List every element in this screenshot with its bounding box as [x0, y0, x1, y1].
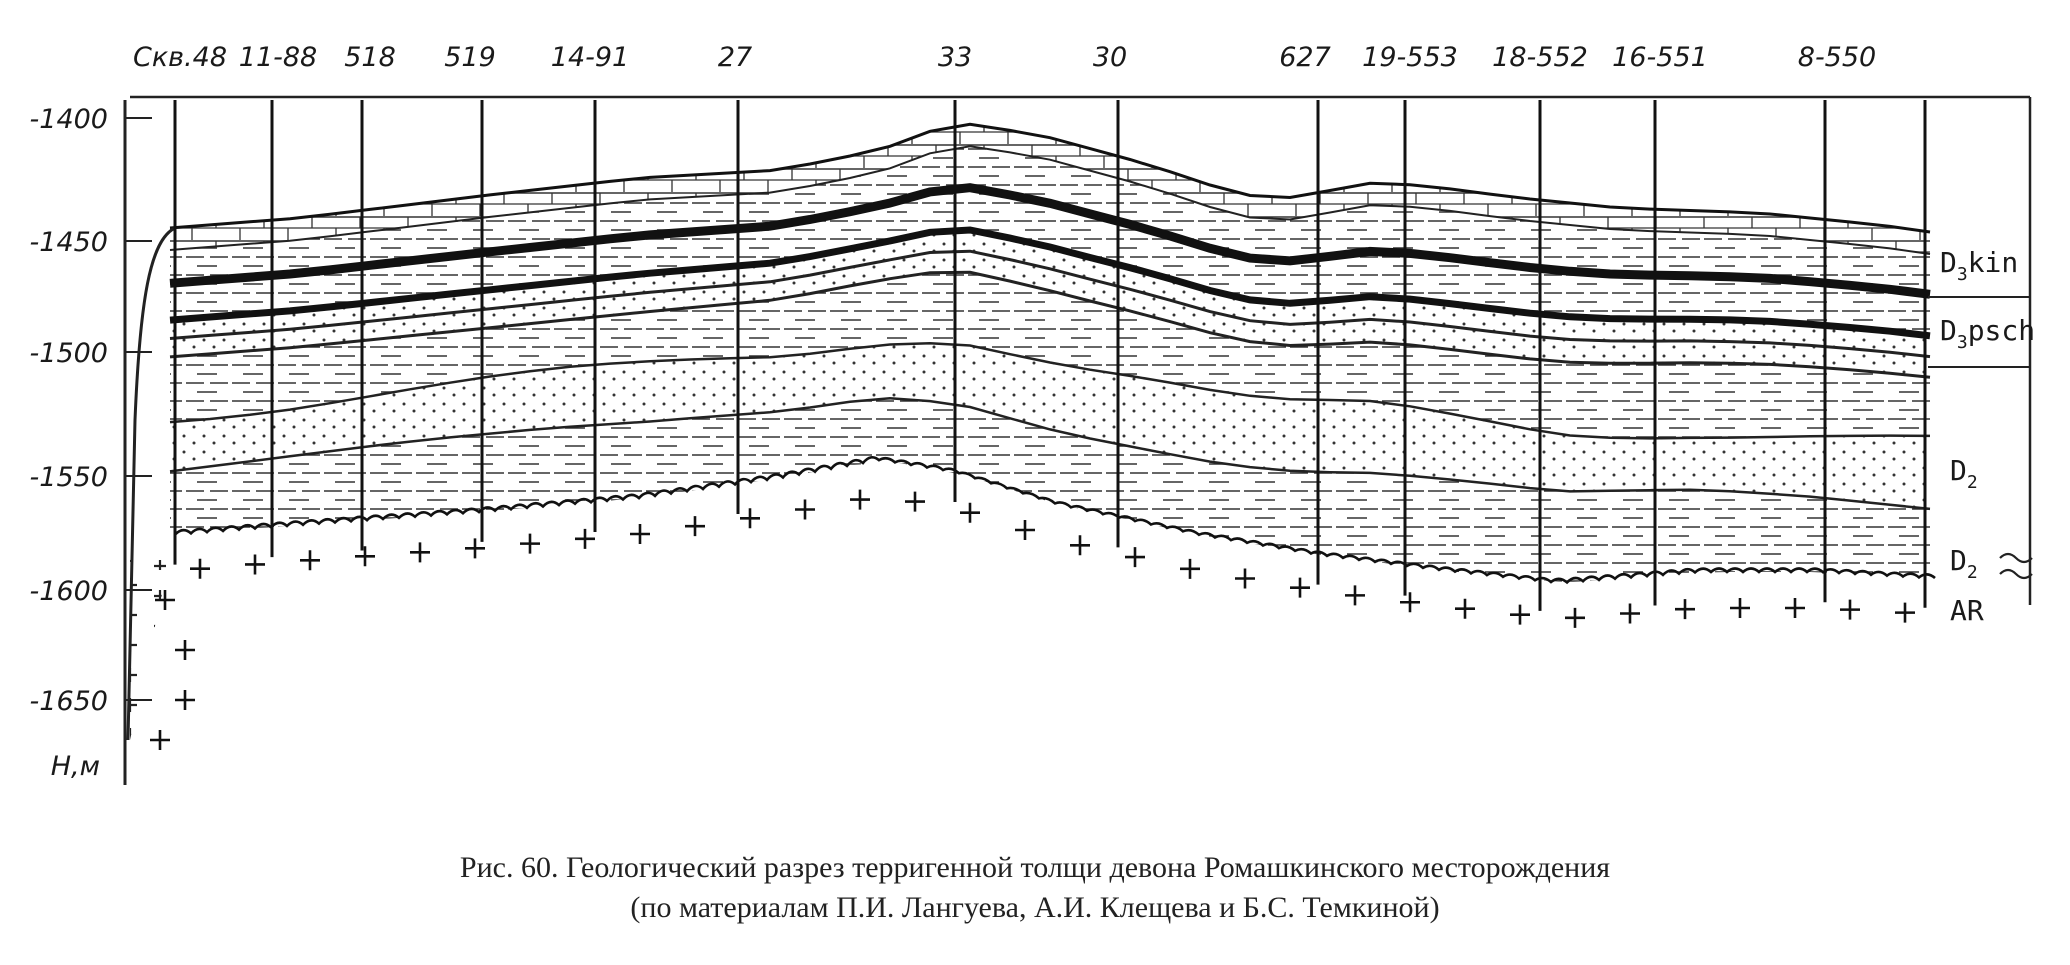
well-label: 519 — [444, 42, 496, 73]
basement-cross — [1345, 585, 1365, 606]
well-label: 19-553 — [1362, 42, 1458, 73]
depth-label: -1500 — [30, 338, 108, 369]
well-label: 16-551 — [1612, 42, 1708, 73]
basement-cross — [1290, 577, 1310, 598]
well-label: 33 — [938, 42, 972, 73]
depth-label: -1450 — [30, 227, 108, 258]
basement-cross — [1620, 603, 1640, 624]
caption-line-1: Рис. 60. Геологический разрез терригенно… — [459, 851, 1611, 884]
layer-boundary — [169, 342, 1931, 440]
basement-cross — [575, 528, 595, 549]
shale-layer — [170, 272, 1930, 439]
basement-cross — [960, 502, 980, 523]
basement-cross — [1125, 547, 1145, 568]
basement-cross — [1675, 599, 1695, 620]
layer-boundary — [169, 270, 1931, 379]
well-label: 8-550 — [1798, 42, 1876, 73]
basement-cross — [150, 730, 170, 750]
basement-cross — [1895, 602, 1915, 623]
shale-layer — [170, 146, 1930, 295]
basement-cross — [1235, 568, 1255, 589]
basement-cross — [1565, 607, 1585, 628]
basement-cross — [465, 538, 485, 559]
basement-cross — [520, 533, 540, 554]
basement-cross — [685, 516, 705, 537]
well-label: 11-88 — [239, 42, 317, 73]
basement-cross — [740, 508, 760, 529]
basement-cross — [175, 640, 195, 660]
well-label: 627 — [1279, 42, 1331, 73]
shale-layer — [170, 398, 1930, 583]
well-label: 518 — [344, 42, 396, 73]
basement-left-flank — [130, 534, 175, 740]
limestone-layer — [170, 124, 1930, 254]
sandstone-layer — [170, 230, 1930, 378]
basement-cross — [175, 690, 195, 710]
coal-seam — [169, 226, 1931, 340]
basement-cross — [155, 590, 175, 610]
basement-cross — [1070, 535, 1090, 556]
basement-cross — [245, 554, 265, 575]
strata-layers — [126, 122, 1931, 750]
basement-cross — [1785, 598, 1805, 618]
well-label: 14-91 — [551, 42, 629, 73]
basement-cross — [1400, 592, 1420, 613]
basement-cross — [1180, 558, 1200, 579]
svg-text:D2: D2 — [1950, 454, 1978, 493]
well-lines — [173, 100, 1927, 611]
unconformity-lines — [174, 456, 1936, 585]
shale-layer — [170, 187, 1930, 336]
basement-cross — [1840, 599, 1860, 620]
well-label: 27 — [718, 42, 752, 73]
well-label: 30 — [1093, 42, 1127, 73]
figure-caption: Рис. 60. Геологический разрез терригенно… — [0, 848, 2070, 928]
well-label: Скв.48 — [133, 42, 227, 73]
basement-cross — [190, 558, 210, 579]
basement-cross — [300, 550, 320, 571]
basement-cross — [905, 491, 925, 512]
basement-cross — [1455, 598, 1475, 619]
unconformity-wave — [174, 456, 1936, 585]
sandstone-layer — [170, 343, 1930, 509]
flank-curve — [126, 226, 176, 741]
basement-cross — [1730, 598, 1750, 618]
svg-text:D3psch: D3psch — [1940, 314, 2035, 353]
basement-cross — [795, 499, 815, 520]
basement-cross — [630, 524, 650, 544]
layer-boundary — [169, 145, 1931, 255]
svg-text:D2: D2 — [1950, 544, 1978, 583]
depth-label: -1600 — [30, 576, 108, 607]
depth-label: -1550 — [30, 462, 108, 493]
svg-text:AR: AR — [1950, 594, 1984, 627]
layer-boundary — [169, 396, 1931, 511]
strat-label-ar: AR — [1950, 594, 1984, 627]
basement-cross — [410, 542, 430, 563]
strat-label-d3kin: D3kin — [1940, 246, 2018, 285]
section-top-line — [169, 122, 1931, 234]
strat-label-d2-lower: D2 — [1950, 544, 2033, 583]
depth-label: -1400 — [30, 104, 108, 135]
basement-cross — [1510, 604, 1530, 625]
basement-cross — [355, 546, 375, 567]
depth-label: -1650 — [30, 686, 108, 717]
caption-line-2: (по материалам П.И. Лангуева, А.И. Клеще… — [630, 891, 1440, 924]
basement-cross — [850, 489, 870, 510]
coal-seam — [169, 183, 1931, 299]
layer-boundary — [169, 249, 1931, 359]
svg-text:D3kin: D3kin — [1940, 246, 2018, 285]
basement-cross — [1015, 520, 1035, 540]
strat-label-d3psch: D3psch — [1940, 314, 2035, 353]
depth-unit-label: Н,м — [51, 751, 100, 782]
strat-label-d2-upper: D2 — [1950, 454, 1978, 493]
well-label: 18-552 — [1492, 42, 1588, 73]
